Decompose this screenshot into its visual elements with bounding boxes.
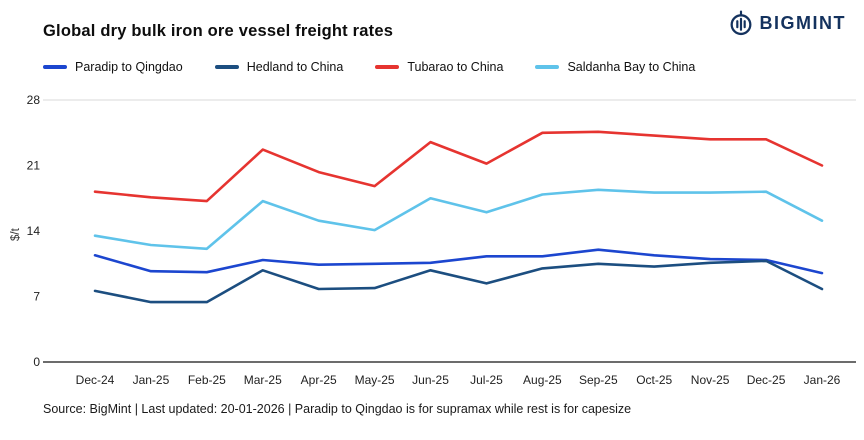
svg-text:28: 28 [27,93,41,107]
svg-text:Dec-25: Dec-25 [747,373,786,387]
svg-text:Dec-24: Dec-24 [76,373,115,387]
legend-item[interactable]: Paradip to Qingdao [43,60,183,74]
legend-label: Saldanha Bay to China [567,60,696,74]
svg-text:Nov-25: Nov-25 [691,373,730,387]
svg-text:14: 14 [27,224,41,238]
svg-text:Sep-25: Sep-25 [579,373,618,387]
bigmint-logo-icon [728,10,754,36]
legend-marker-icon [535,65,560,69]
svg-text:Mar-25: Mar-25 [244,373,282,387]
svg-text:Jul-25: Jul-25 [470,373,503,387]
legend-label: Hedland to China [246,60,344,74]
brand-logo: BIGMINT [728,10,847,36]
legend-marker-icon [43,65,67,69]
legend-label: Tubarao to China [407,60,504,74]
svg-text:May-25: May-25 [355,373,395,387]
svg-text:Aug-25: Aug-25 [523,373,562,387]
legend-item[interactable]: Hedland to China [214,60,344,74]
source-note: Source: BigMint | Last updated: 20-01-20… [43,402,632,416]
line-chart: 0 7 14 21 28 $/t Dec-24 Jan-25 Feb-25 Mar-25 Apr-2… [0,82,864,390]
chart-canvas: 0 7 14 21 28 $/t Dec-24 Jan-25 Feb-25 Mar-25 Apr-2… [10,93,856,387]
legend-marker-icon [375,65,400,69]
svg-text:21: 21 [27,159,41,173]
svg-text:Jan-26: Jan-26 [804,373,841,387]
svg-text:7: 7 [33,290,40,304]
svg-text:0: 0 [33,355,40,369]
chart-title: Global dry bulk iron ore vessel freight … [43,22,394,40]
legend-item[interactable]: Saldanha Bay to China [535,60,695,74]
legend-marker-icon [214,65,239,69]
legend-item[interactable]: Tubarao to China [375,60,503,74]
chart-legend: Paradip to Qingdao Hedland to China Tubara… [43,60,695,74]
legend-label: Paradip to Qingdao [75,60,183,74]
svg-text:Jun-25: Jun-25 [412,373,449,387]
brand-name: BIGMINT [759,12,846,33]
svg-text:Apr-25: Apr-25 [301,373,337,387]
svg-text:Jan-25: Jan-25 [133,373,170,387]
svg-text:Feb-25: Feb-25 [188,373,226,387]
svg-text:$/t: $/t [10,227,22,241]
svg-text:Oct-25: Oct-25 [636,373,672,387]
